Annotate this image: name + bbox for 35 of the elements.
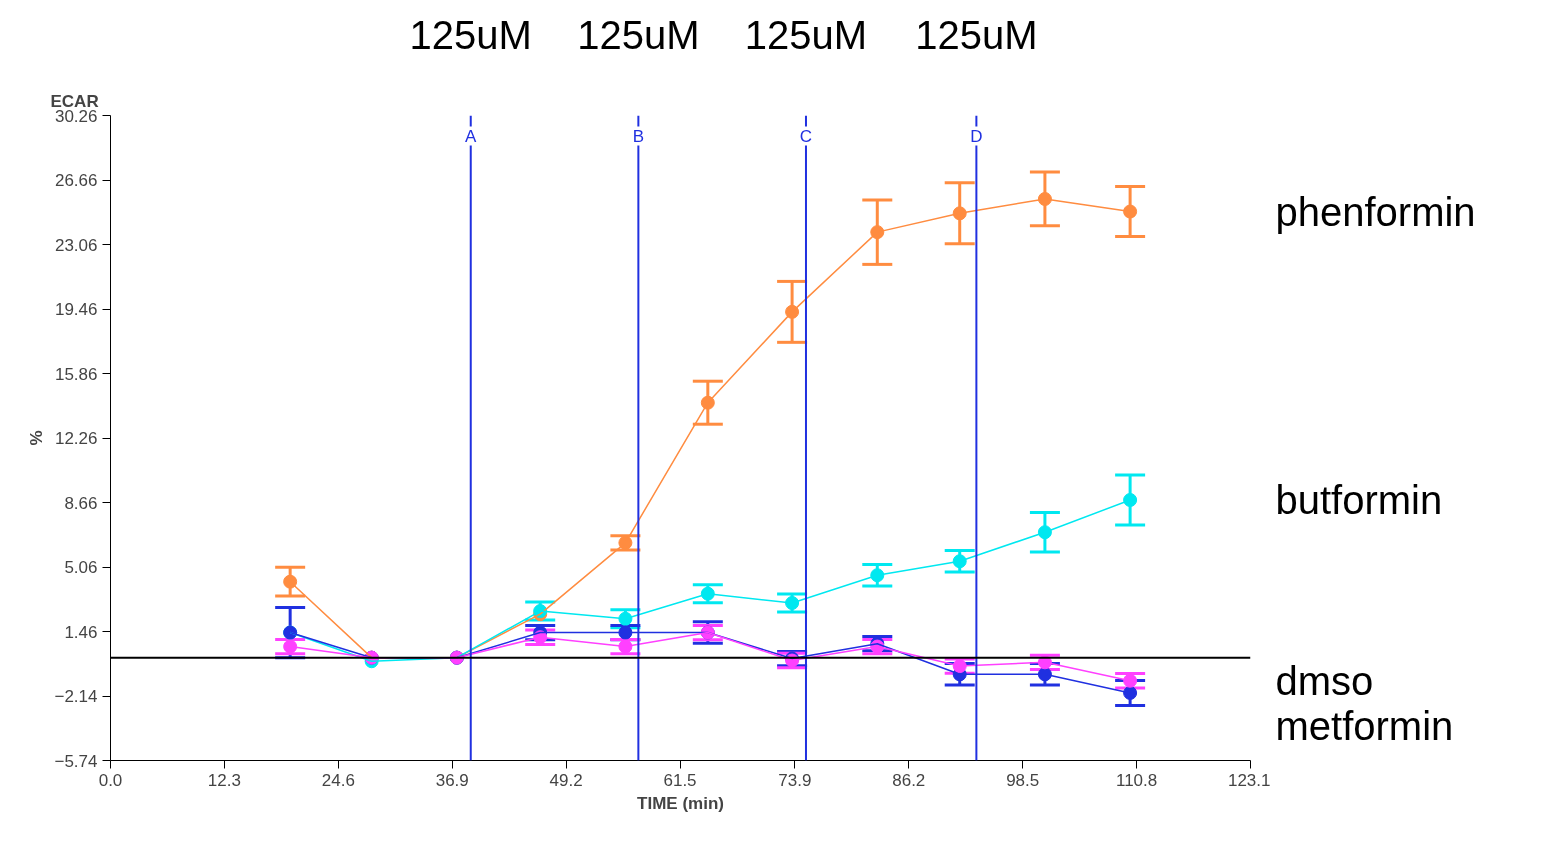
x-tick-label: 86.2 bbox=[892, 770, 926, 790]
x-tick-label: 12.3 bbox=[207, 770, 241, 790]
x-tick-label: 36.9 bbox=[435, 770, 469, 790]
text: 125uM bbox=[915, 12, 1038, 57]
ref-line-label: B bbox=[632, 126, 645, 146]
y-tick-label: 5.06 bbox=[64, 558, 98, 577]
text: metformin bbox=[1275, 703, 1454, 748]
x-tick-label: 0.0 bbox=[98, 770, 123, 790]
y-tick-label: 15.86 bbox=[54, 364, 98, 384]
x-tick-label: 123.1 bbox=[1227, 770, 1271, 790]
y-tick-label: −2.14 bbox=[54, 687, 98, 706]
text: phenformin bbox=[1275, 189, 1476, 234]
y-tick-label: 12.26 bbox=[54, 429, 98, 448]
text: 125uM bbox=[577, 12, 700, 57]
y-axis-title: % bbox=[27, 430, 47, 446]
text: dmso bbox=[1275, 658, 1374, 703]
x-tick-label: 110.8 bbox=[1115, 770, 1158, 790]
x-tick-label: 73.9 bbox=[778, 770, 812, 790]
text: 125uM bbox=[409, 12, 532, 57]
ref-line-label: A bbox=[465, 126, 478, 146]
y-tick-label: 23.06 bbox=[54, 235, 98, 255]
y-tick-label: 19.46 bbox=[54, 300, 98, 319]
x-axis-title: TIME (min) bbox=[637, 793, 724, 813]
y-tick-label: 8.66 bbox=[64, 493, 98, 513]
ref-line-label: C bbox=[799, 126, 813, 146]
y-tick-label: 1.46 bbox=[64, 622, 98, 642]
text: 125uM bbox=[744, 12, 868, 57]
ref-line-label: D bbox=[970, 126, 983, 146]
x-tick-label: 61.5 bbox=[663, 770, 697, 790]
x-tick-label: 24.6 bbox=[321, 770, 355, 790]
y-tick-label: 26.66 bbox=[54, 171, 98, 190]
text: butformin bbox=[1275, 477, 1443, 522]
x-tick-label: 98.5 bbox=[1006, 770, 1040, 790]
y-tick-label: −5.74 bbox=[54, 751, 98, 771]
x-tick-label: 49.2 bbox=[549, 770, 583, 790]
